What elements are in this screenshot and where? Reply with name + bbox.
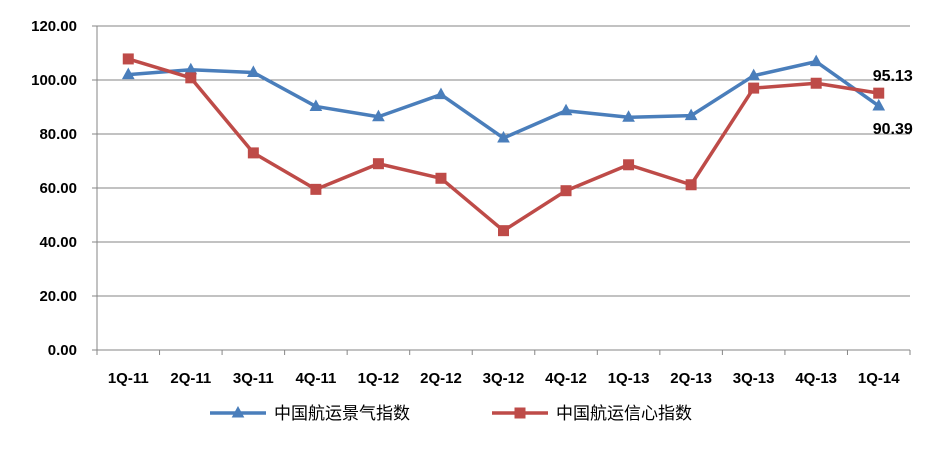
y-tick-labels: 0.00 20.00 40.00 60.00 80.00 100.00 120.00	[31, 18, 77, 359]
legend-item: 中国航运景气指数	[210, 404, 410, 424]
data-point	[498, 225, 509, 237]
x-tick-label: 4Q-11	[295, 370, 336, 387]
legend-label: 中国航运信心指数	[556, 404, 692, 424]
series-line	[127, 57, 880, 233]
data-point	[372, 109, 385, 122]
data-point	[810, 77, 822, 89]
x-tick-label: 1Q-12	[358, 370, 400, 387]
x-tick-label: 1Q-14	[858, 370, 900, 387]
legend: 中国航运景气指数 中国航运信心指数	[210, 404, 692, 424]
data-point	[747, 68, 760, 81]
x-tick-label: 1Q-11	[108, 370, 149, 387]
x-tick-label: 3Q-11	[233, 370, 274, 387]
x-tick-label: 3Q-12	[483, 370, 525, 387]
data-point	[435, 172, 447, 184]
x-tick-label: 4Q-12	[545, 370, 587, 387]
data-point	[872, 98, 886, 111]
data-point	[873, 87, 885, 99]
data-point	[685, 179, 697, 191]
data-point	[622, 110, 635, 122]
data-point	[185, 72, 197, 84]
data-point	[310, 183, 322, 195]
data-point	[497, 131, 510, 143]
data-point	[434, 87, 448, 100]
x-tick-label: 1Q-13	[608, 370, 650, 387]
data-point	[309, 99, 323, 111]
y-tick-label: 120.00	[31, 18, 77, 35]
x-tick-label: 2Q-12	[420, 370, 462, 387]
x-tick-labels: 1Q-11 2Q-11 3Q-11 4Q-11 1Q-12 2Q-12 3Q-12 4Q-12…	[108, 370, 900, 387]
data-point	[372, 158, 384, 170]
legend-marker	[231, 405, 245, 418]
data-point	[623, 159, 635, 171]
y-tick-label: 60.00	[39, 180, 77, 197]
data-point	[121, 67, 135, 80]
x-tick-label: 3Q-13	[733, 370, 775, 387]
y-tick-label: 40.00	[39, 234, 77, 251]
data-labels: 95.13 90.39	[873, 68, 913, 138]
data-point	[809, 54, 823, 67]
series-markers	[121, 53, 886, 237]
data-point	[247, 147, 259, 159]
legend-marker	[514, 407, 526, 419]
y-tick-label: 80.00	[39, 126, 77, 143]
x-tick-label: 2Q-13	[670, 370, 712, 387]
legend-item: 中国航运信心指数	[492, 404, 692, 424]
data-point	[748, 82, 760, 94]
data-point	[122, 53, 134, 65]
y-tick-label: 100.00	[31, 72, 77, 89]
y-tick-label: 20.00	[39, 288, 77, 305]
axes	[92, 25, 911, 355]
x-tick-label: 4Q-13	[795, 370, 837, 387]
x-tick-label: 2Q-11	[170, 370, 211, 387]
series-line	[128, 59, 880, 140]
data-point	[560, 185, 572, 197]
data-point	[247, 65, 260, 77]
gridlines	[97, 25, 910, 297]
data-point	[684, 108, 698, 121]
y-tick-label: 0.00	[48, 342, 77, 359]
series-lines	[127, 57, 880, 233]
data-label: 90.39	[873, 121, 913, 138]
legend-label: 中国航运景气指数	[274, 404, 410, 424]
data-label: 95.13	[873, 68, 913, 85]
data-point	[559, 103, 573, 116]
